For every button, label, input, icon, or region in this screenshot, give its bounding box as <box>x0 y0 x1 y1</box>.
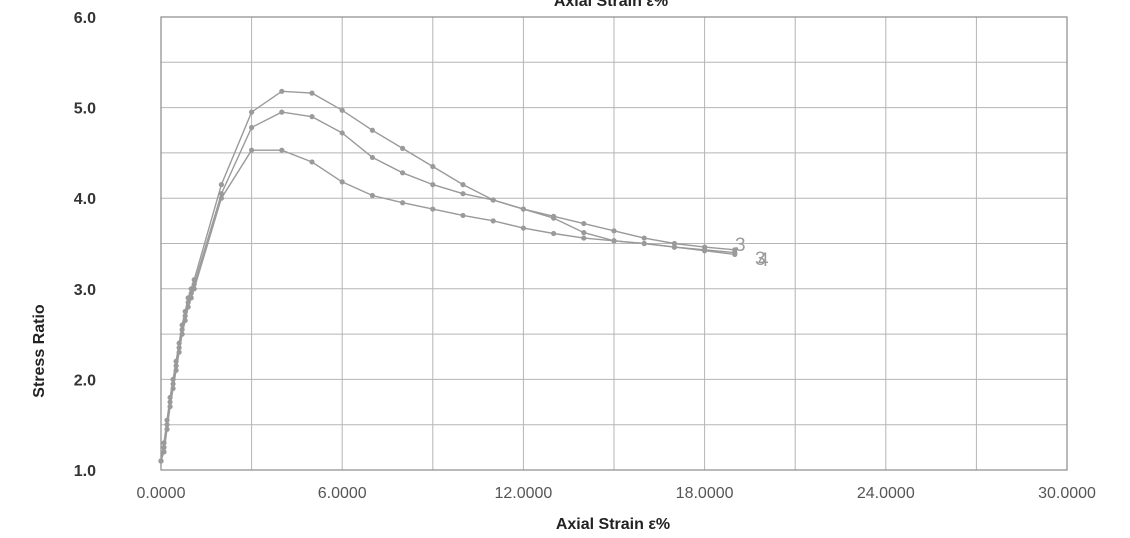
data-point <box>173 367 179 373</box>
chart-series <box>158 88 738 464</box>
data-point <box>611 228 617 234</box>
data-point <box>400 145 406 151</box>
data-point <box>249 147 255 153</box>
data-point <box>339 130 345 136</box>
series-line-1 <box>160 90 735 462</box>
data-point <box>309 90 315 96</box>
data-point <box>279 147 285 153</box>
plot-area-border <box>160 16 1068 471</box>
data-point <box>188 295 194 301</box>
data-point <box>581 220 587 227</box>
x-axis-label: Axial Strain ε% <box>556 516 670 533</box>
x-tick-labels: 0.0000 6.0000 12.0000 18.0000 24.0000 30.0000 <box>137 485 1096 502</box>
y-tick-label: 4.0 <box>74 191 96 208</box>
chart-grid <box>161 17 1067 470</box>
series-label-4: 4 <box>758 250 769 271</box>
data-point <box>551 215 557 221</box>
x-tick-label: 12.0000 <box>494 485 552 502</box>
data-point <box>460 212 466 219</box>
data-point <box>164 426 170 432</box>
data-point <box>490 197 496 203</box>
data-point <box>400 200 406 206</box>
data-point <box>185 304 191 310</box>
y-tick-label: 2.0 <box>74 372 96 389</box>
data-point <box>249 124 255 131</box>
data-point <box>309 159 315 165</box>
data-point <box>279 109 285 115</box>
data-point <box>671 240 678 247</box>
y-tick-label: 1.0 <box>74 463 96 480</box>
x-tick-label: 30.0000 <box>1038 485 1096 502</box>
x-tick-label: 0.0000 <box>137 485 186 502</box>
data-point <box>158 458 164 464</box>
data-point <box>249 109 255 115</box>
data-point <box>218 195 224 201</box>
data-point <box>170 385 176 392</box>
data-point <box>641 235 647 241</box>
data-point <box>339 179 345 185</box>
data-point <box>179 331 185 337</box>
data-point <box>191 286 197 292</box>
data-point <box>460 191 466 197</box>
data-point <box>520 206 527 212</box>
data-point <box>702 248 708 254</box>
data-point <box>551 230 557 237</box>
data-point <box>369 192 375 199</box>
x-tick-label: 18.0000 <box>676 485 734 502</box>
data-point <box>176 349 182 355</box>
data-point <box>430 206 436 212</box>
data-point <box>161 449 167 455</box>
x-tick-label: 6.0000 <box>318 485 367 502</box>
data-point <box>732 251 738 257</box>
data-point <box>339 107 345 113</box>
data-point <box>369 154 375 161</box>
data-point <box>218 182 224 188</box>
data-point <box>182 317 188 324</box>
data-point <box>460 182 466 188</box>
series-label-3: 3 <box>735 235 746 256</box>
y-tick-label: 6.0 <box>74 10 96 27</box>
chart-top-title: Axial Strain ε% <box>554 0 668 10</box>
data-point <box>400 170 406 176</box>
data-point <box>369 127 375 133</box>
data-point <box>520 225 527 231</box>
series-label-3b: 3 <box>755 249 766 270</box>
data-point <box>671 244 678 250</box>
y-tick-label: 3.0 <box>74 282 96 299</box>
y-tick-labels: 1.0 2.0 3.0 4.0 5.0 6.0 <box>74 10 96 480</box>
data-point <box>167 403 173 410</box>
data-point <box>641 240 647 247</box>
data-point <box>279 88 285 94</box>
data-point <box>581 235 587 241</box>
y-axis-label: Stress Ratio <box>31 304 48 398</box>
y-tick-label: 5.0 <box>74 101 96 118</box>
x-tick-label: 24.0000 <box>857 485 915 502</box>
data-point <box>611 238 617 244</box>
data-point <box>581 230 587 236</box>
series-line-2 <box>160 111 735 462</box>
data-point <box>490 218 496 224</box>
data-point <box>309 114 315 120</box>
data-point <box>430 182 436 188</box>
series-line-3 <box>160 149 735 462</box>
data-point <box>430 163 436 170</box>
